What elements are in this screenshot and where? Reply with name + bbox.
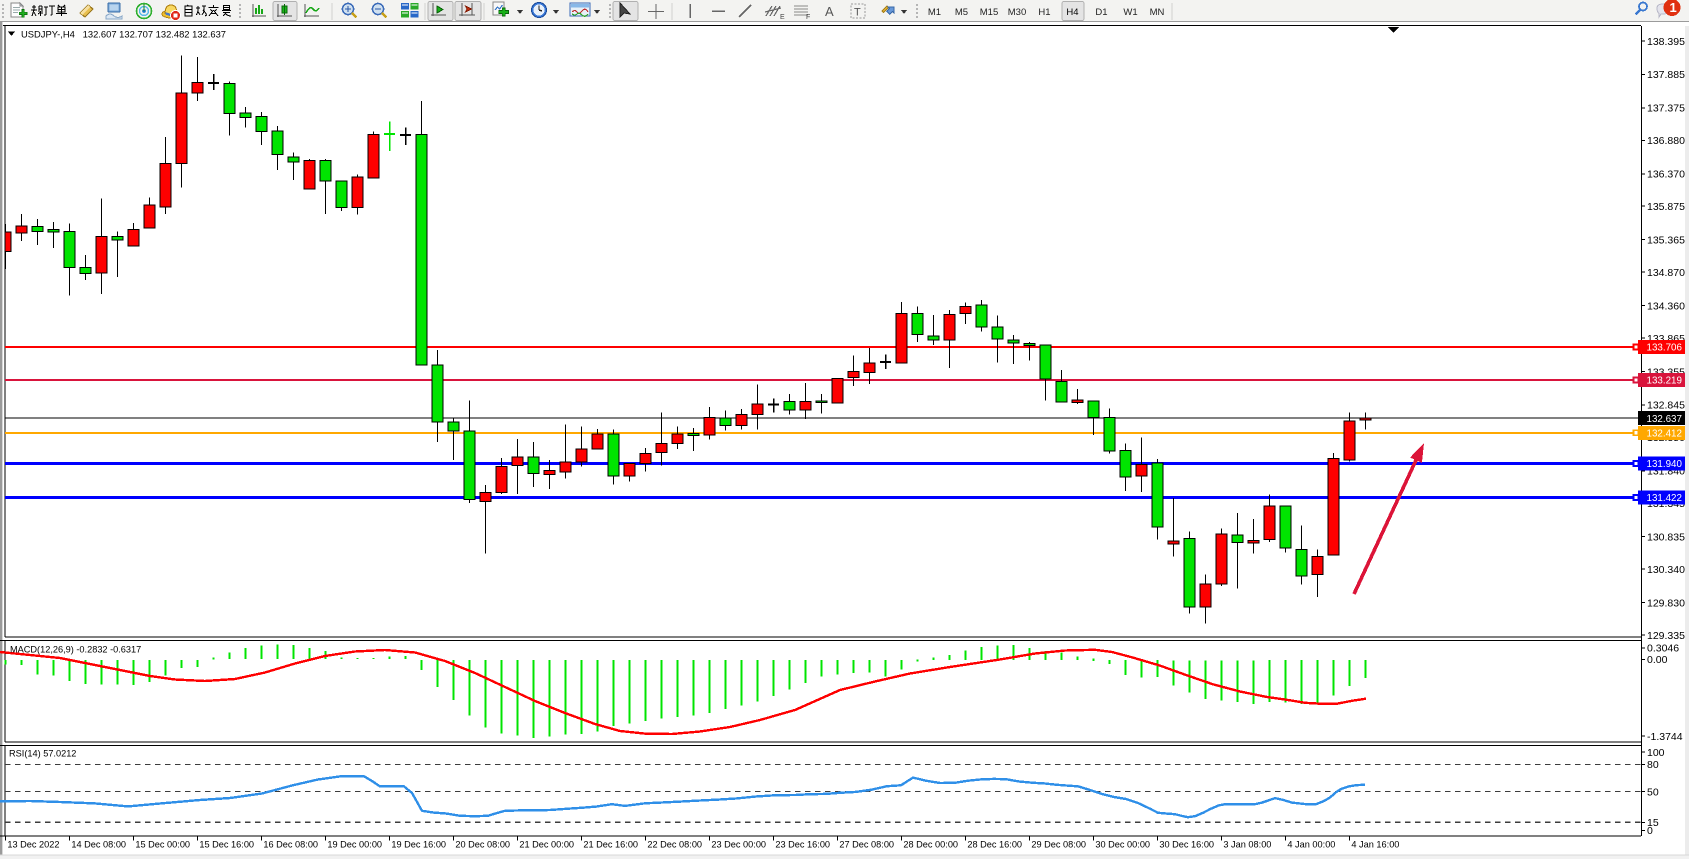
svg-text:0: 0 <box>1647 825 1653 837</box>
svg-text:4 Jan 00:00: 4 Jan 00:00 <box>1287 840 1335 850</box>
svg-text:132.845: 132.845 <box>1647 400 1685 412</box>
svg-text:MACD(12,26,9) -0.2832 -0.6317: MACD(12,26,9) -0.2832 -0.6317 <box>10 645 141 655</box>
svg-text:132.412: 132.412 <box>1647 428 1682 439</box>
svg-text:80: 80 <box>1647 759 1659 771</box>
svg-text:M5: M5 <box>955 7 968 18</box>
svg-text:30 Dec 16:00: 30 Dec 16:00 <box>1159 840 1214 850</box>
svg-text:23 Dec 00:00: 23 Dec 00:00 <box>711 840 766 850</box>
svg-text:21 Dec 00:00: 21 Dec 00:00 <box>519 840 574 850</box>
svg-text:134.360: 134.360 <box>1647 300 1685 312</box>
svg-text:14 Dec 08:00: 14 Dec 08:00 <box>71 840 126 850</box>
svg-text:138.395: 138.395 <box>1647 36 1685 48</box>
svg-text:15: 15 <box>1647 817 1659 829</box>
svg-text:130.835: 130.835 <box>1647 532 1685 544</box>
svg-text:131.422: 131.422 <box>1647 493 1682 504</box>
svg-text:29 Dec 08:00: 29 Dec 08:00 <box>1031 840 1086 850</box>
svg-text:100: 100 <box>1647 747 1665 759</box>
svg-text:19 Dec 00:00: 19 Dec 00:00 <box>327 840 382 850</box>
svg-text:136.880: 136.880 <box>1647 135 1685 147</box>
svg-text:0.00: 0.00 <box>1647 654 1668 666</box>
svg-text:13 Dec 2022: 13 Dec 2022 <box>7 840 59 850</box>
svg-text:30 Dec 00:00: 30 Dec 00:00 <box>1095 840 1150 850</box>
svg-text:20 Dec 08:00: 20 Dec 08:00 <box>455 840 510 850</box>
svg-text:129.830: 129.830 <box>1647 597 1685 609</box>
svg-text:135.875: 135.875 <box>1647 201 1685 213</box>
svg-text:4 Jan 16:00: 4 Jan 16:00 <box>1351 840 1399 850</box>
svg-text:15 Dec 00:00: 15 Dec 00:00 <box>135 840 190 850</box>
svg-text:50: 50 <box>1647 786 1659 798</box>
svg-text:135.365: 135.365 <box>1647 235 1685 247</box>
svg-text:A: A <box>825 4 834 19</box>
svg-text:H4: H4 <box>1066 7 1078 18</box>
svg-text:136.370: 136.370 <box>1647 169 1685 181</box>
svg-text:28 Dec 00:00: 28 Dec 00:00 <box>903 840 958 850</box>
svg-text:W1: W1 <box>1123 7 1137 18</box>
svg-text:133.219: 133.219 <box>1647 376 1682 387</box>
svg-text:-1.3744: -1.3744 <box>1647 731 1683 743</box>
svg-text:133.706: 133.706 <box>1647 343 1683 354</box>
svg-text:21 Dec 16:00: 21 Dec 16:00 <box>583 840 638 850</box>
svg-text:0.3046: 0.3046 <box>1647 643 1679 655</box>
svg-text:MN: MN <box>1150 7 1165 18</box>
svg-text:T: T <box>854 7 861 19</box>
svg-text:23 Dec 16:00: 23 Dec 16:00 <box>775 840 830 850</box>
svg-text:H1: H1 <box>1038 7 1050 18</box>
svg-text:USDJPY-,H4 132.607 132.707 1: USDJPY-,H4 132.607 132.707 132.482 132.6… <box>21 29 226 40</box>
svg-text:134.870: 134.870 <box>1647 267 1685 279</box>
svg-text:1: 1 <box>1670 0 1677 15</box>
svg-text:15 Dec 16:00: 15 Dec 16:00 <box>199 840 254 850</box>
svg-text:28 Dec 16:00: 28 Dec 16:00 <box>967 840 1022 850</box>
svg-text:F: F <box>806 14 810 21</box>
svg-text:M30: M30 <box>1008 7 1026 18</box>
svg-text:D1: D1 <box>1095 7 1107 18</box>
svg-text:E: E <box>780 14 785 21</box>
svg-text:131.940: 131.940 <box>1647 459 1683 470</box>
svg-text:137.375: 137.375 <box>1647 103 1685 115</box>
svg-text:M1: M1 <box>928 7 941 18</box>
svg-text:3 Jan 08:00: 3 Jan 08:00 <box>1223 840 1271 850</box>
svg-text:19 Dec 16:00: 19 Dec 16:00 <box>391 840 446 850</box>
svg-text:RSI(14) 57.0212: RSI(14) 57.0212 <box>9 749 76 759</box>
svg-text:16 Dec 08:00: 16 Dec 08:00 <box>263 840 318 850</box>
svg-text:137.885: 137.885 <box>1647 69 1685 81</box>
svg-text:22 Dec 08:00: 22 Dec 08:00 <box>647 840 702 850</box>
svg-text:27 Dec 08:00: 27 Dec 08:00 <box>839 840 894 850</box>
svg-text:M15: M15 <box>980 7 998 18</box>
svg-text:130.340: 130.340 <box>1647 564 1685 576</box>
svg-text:132.637: 132.637 <box>1647 414 1682 425</box>
svg-text:129.335: 129.335 <box>1647 630 1685 642</box>
